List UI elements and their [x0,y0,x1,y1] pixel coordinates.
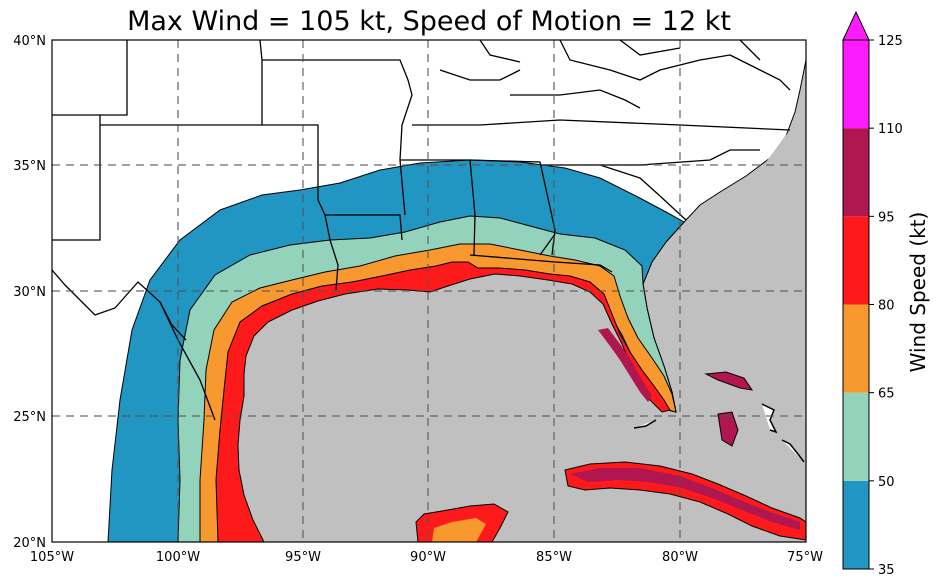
lon-tick: 105°W [30,550,74,565]
colorbar-bin [843,392,869,481]
colorbar-tick-label: 110 [878,122,903,137]
colorbar-bin [843,216,869,305]
bahamas-island-1 [717,411,739,447]
lon-tick: 95°W [285,550,321,565]
lon-tick: 75°W [787,550,823,565]
lat-tick: 40°N [13,34,46,49]
colorbar-tick-label: 65 [878,387,895,402]
colorbar: 35 50 65 80 95 110 125 [842,10,903,578]
swath-80kt [215,261,671,542]
lat-tick: 20°N [13,536,46,551]
colorbar-bin [843,40,869,129]
colorbar-tick-label: 50 [878,475,895,490]
lat-tick-labels: 20°N 25°N 30°N 35°N 40°N [13,34,46,551]
cuba-island [564,461,806,541]
state-borders [52,40,791,421]
colorbar-tick-label: 125 [878,34,903,49]
map-title: Max Wind = 105 kt, Speed of Motion = 12 … [127,6,731,37]
lat-tick: 30°N [13,285,46,300]
lat-tick: 35°N [13,159,46,174]
lon-tick: 90°W [410,550,446,565]
atlantic-ocean [760,100,806,210]
lon-tick: 85°W [536,550,572,565]
bahamas-island-5 [633,419,657,429]
colorbar-extend-arrow [842,10,870,41]
colorbar-tick-label: 80 [878,299,895,314]
colorbar-bin [843,304,869,393]
bahamas-island-3 [761,403,778,434]
colorbar-label: Wind Speed (kt) [906,212,930,373]
swath-95kt [598,328,652,402]
bahamas-island-2 [704,371,754,391]
lat-tick: 25°N [13,410,46,425]
lon-tick: 80°W [662,550,698,565]
bahamas-island-4 [781,439,805,463]
map-frame [51,39,807,543]
colorbar-bin [843,128,869,217]
colorbar-tick-label: 95 [878,210,895,225]
lon-tick: 100°W [156,550,200,565]
colorbar-tick-label: 35 [878,563,895,578]
cuba-inner [570,468,800,530]
lon-tick-labels: 105°W 100°W 95°W 90°W 85°W 80°W 75°W [30,550,823,565]
yucatan-inner [432,518,486,542]
colorbar-bin [843,480,869,569]
